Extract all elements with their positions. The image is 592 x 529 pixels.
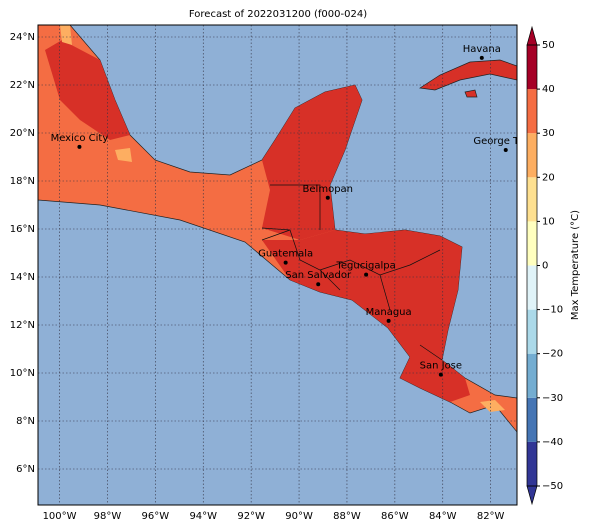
city-label: Belmopan [303, 184, 353, 195]
cities: Mexico City Havana George Town Belmopan Guat… [51, 44, 538, 377]
city-marker [479, 55, 484, 60]
city-label: George Town [473, 136, 538, 147]
lat-tick-label: 6°N [16, 464, 35, 475]
lon-tick-label: 92°W [237, 511, 265, 522]
colorbar-tick-label: 10 [542, 216, 555, 227]
overlay [38, 25, 517, 505]
colorbar-label: Max Temperature (°C) [570, 210, 581, 320]
colorbar-tick-label: 30 [542, 128, 555, 139]
colorbar-segment [527, 265, 537, 310]
colorbar-tick-label: 20 [542, 172, 555, 183]
city-marker [283, 260, 288, 265]
colorbar-tick-label: −30 [542, 393, 563, 404]
colorbar-segment [527, 89, 537, 134]
lat-tick-label: 22°N [10, 80, 35, 91]
city-marker [386, 318, 391, 323]
lat-tick-label: 12°N [10, 320, 35, 331]
lat-tick-label: 8°N [16, 416, 35, 427]
city-marker [316, 282, 321, 287]
city-marker [77, 144, 82, 149]
lon-tick-label: 82°W [477, 511, 505, 522]
city-label: Guatemala [258, 249, 313, 260]
city-label: Tegucigalpa [335, 261, 395, 272]
hot-region [45, 40, 130, 140]
lat-tick-label: 18°N [10, 176, 35, 187]
colorbar-segment [527, 221, 537, 266]
colorbar-tick-label: −10 [542, 305, 563, 316]
lat-tick-label: 20°N [10, 128, 35, 139]
colorbar-tick-label: −20 [542, 349, 563, 360]
title: Forecast of 2022031200 (f000-024) [189, 9, 367, 20]
city-label: Havana [463, 44, 501, 55]
borders [261, 184, 443, 361]
colorbar-segment [527, 353, 537, 398]
colorbar-tick-label: −40 [542, 437, 563, 448]
lon-tick-label: 94°W [189, 511, 217, 522]
colorbar-segment [527, 441, 537, 486]
colorbar-segment [527, 45, 537, 90]
city-label: Managua [366, 307, 412, 318]
city-label: Mexico City [51, 133, 109, 144]
hot-region [262, 230, 470, 402]
lon-tick-label: 100°W [43, 511, 77, 522]
colorbar-segment [527, 397, 537, 442]
hot-region [262, 85, 362, 240]
city-marker [364, 272, 369, 277]
colorbar-tick-label: 0 [542, 261, 548, 272]
lat-tick-label: 14°N [10, 272, 35, 283]
lon-tick-label: 90°W [285, 511, 313, 522]
lat-tick-label: 24°N [10, 32, 35, 43]
colorbar-extend [526, 485, 538, 506]
map-frame [37, 24, 518, 506]
lat-tick-label: 16°N [10, 224, 35, 235]
colorbar-segment [527, 177, 537, 222]
land [38, 25, 517, 433]
lon-tick-label: 96°W [142, 511, 170, 522]
lat-tick-label: 10°N [10, 368, 35, 379]
city-marker [325, 195, 330, 200]
colorbar-tick-label: 40 [542, 84, 555, 95]
city-label: San Salvador [285, 270, 352, 281]
lon-tick-label: 88°W [333, 511, 361, 522]
lon-tick-label: 84°W [429, 511, 457, 522]
colorbar-segment [527, 309, 537, 354]
colorbar-extend [526, 25, 538, 46]
colorbar-tick-label: −50 [542, 481, 563, 492]
lon-tick-label: 98°W [94, 511, 122, 522]
lon-tick-label: 86°W [381, 511, 409, 522]
city-marker [438, 372, 443, 377]
city-label: San Jose [420, 361, 462, 372]
colorbar-segment [527, 133, 537, 178]
city-marker [503, 148, 508, 153]
colorbar-tick-label: 50 [542, 40, 555, 51]
